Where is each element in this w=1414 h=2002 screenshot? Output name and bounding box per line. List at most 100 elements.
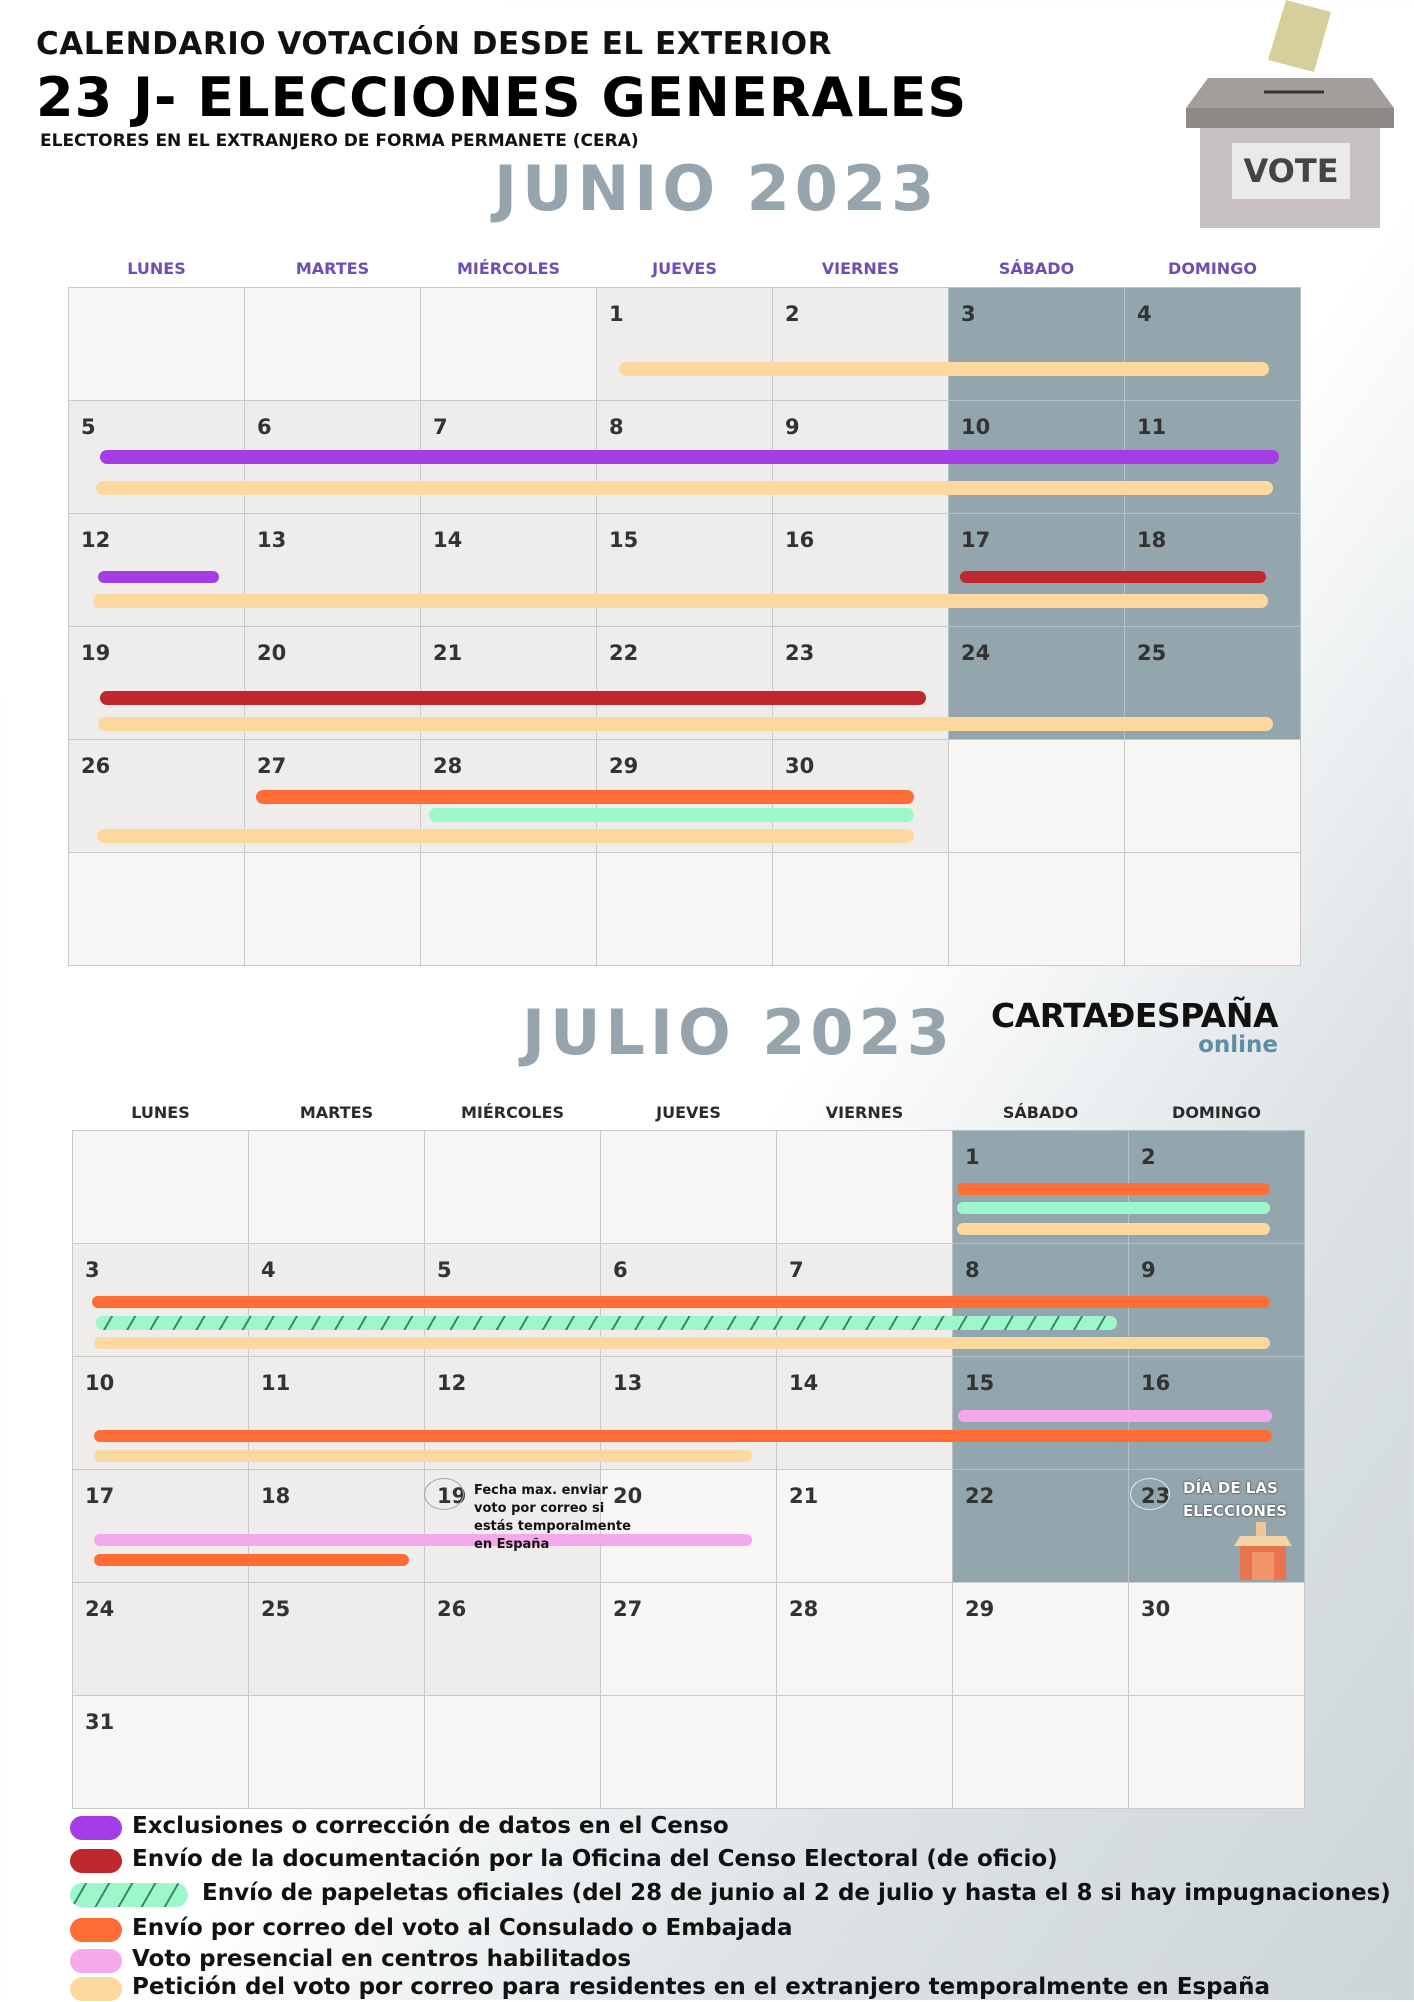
june-day-4: 4 [1124,287,1301,401]
july-day-22: 22 [952,1469,1129,1583]
june-empty-cell [948,852,1125,966]
july-day-26: 26 [424,1582,601,1696]
day-number: 9 [1141,1258,1156,1282]
july-empty-cell [776,1130,953,1244]
day-number: 23 [785,641,815,665]
day-number: 3 [961,302,976,326]
header-line1: CALENDARIO VOTACIÓN DESDE EL EXTERIOR [36,26,832,62]
deadline-note: Fecha max. enviar voto por correo si est… [474,1483,631,1552]
june-day-2: 2 [772,287,949,401]
june-title: JUNIO 2023 [494,152,940,225]
weekday-0: LUNES [127,259,186,278]
july-day-28: 28 [776,1582,953,1696]
day-number: 8 [965,1258,980,1282]
june-empty-cell [244,287,421,401]
day-number: 16 [785,528,815,552]
brand-sub: online [1198,1032,1278,1058]
header-title: 23 J- ELECCIONES GENERALES [36,66,968,129]
legend-text: Envío de la documentación por la Oficina… [132,1846,1058,1872]
day-number: 26 [81,754,111,778]
june-day-3: 3 [948,287,1125,401]
june-empty-cell [596,852,773,966]
legend-swatch [70,1849,122,1873]
weekday-6: DOMINGO [1168,259,1257,278]
july-day-25: 25 [248,1582,425,1696]
day-number: 18 [1137,528,1167,552]
day-number: 12 [81,528,111,552]
brand-logo: CARTAÐESPAÑA online [991,996,1279,1062]
day-number: 4 [261,1258,276,1282]
correo-consulado-bar [256,790,914,804]
july-title: JULIO 2023 [522,996,955,1069]
july-day-27: 27 [600,1582,777,1696]
day-number: 22 [965,1484,995,1508]
day-number: 5 [437,1258,452,1282]
day-number: 7 [789,1258,804,1282]
day-number: 24 [961,641,991,665]
ballot-box-icon: VOTE [1186,0,1396,230]
papeletas-hatched-bar [96,1316,1117,1330]
presencial-bar [958,1410,1272,1422]
documentacion-bar [960,571,1266,583]
day-number: 28 [433,754,463,778]
day-number: 11 [1137,415,1167,439]
day-number: 1 [609,302,624,326]
day-number: 5 [81,415,96,439]
june-empty-cell [420,852,597,966]
june-day-1: 1 [596,287,773,401]
legend-text: Envío de papeletas oficiales (del 28 de … [202,1880,1391,1906]
day-number: 3 [85,1258,100,1282]
july-empty-cell [600,1130,777,1244]
day-number: 22 [609,641,639,665]
day-number: 24 [85,1597,115,1621]
day-number: 8 [609,415,624,439]
july-empty-cell [424,1130,601,1244]
day-number: 1 [965,1145,980,1169]
day-number: 14 [789,1371,819,1395]
july-empty-cell [424,1695,601,1809]
exclusiones-bar [100,450,1279,464]
june-empty-cell [244,852,421,966]
correo-consulado-bar [957,1183,1270,1195]
day-number: 9 [785,415,800,439]
july-empty-cell [1128,1695,1305,1809]
weekday-2: MIÉRCOLES [456,259,561,278]
day-number: 31 [85,1710,115,1734]
july-empty-cell [248,1130,425,1244]
day-number: 2 [785,302,800,326]
july-day-21: 21 [776,1469,953,1583]
day-number: 13 [257,528,287,552]
peticion-bar [94,1450,752,1462]
correo-consulado-bar [92,1296,1270,1308]
peticion-bar [93,594,1268,608]
day-number: 11 [261,1371,291,1395]
july-empty-cell [248,1695,425,1809]
day-number: 29 [609,754,639,778]
day-number: 20 [613,1484,643,1508]
legend-swatch [70,1949,122,1973]
july-empty-cell [72,1130,249,1244]
weekday-4: VIERNES [821,259,900,278]
day-number: 30 [1141,1597,1171,1621]
presencial-bar [94,1534,752,1546]
legend-text: Envío por correo del voto al Consulado o… [132,1915,793,1941]
day-number: 14 [433,528,463,552]
documentacion-bar [100,691,926,705]
highlight-circle [1130,1478,1170,1510]
day-number: 21 [433,641,463,665]
day-number: 30 [785,754,815,778]
day-number: 15 [609,528,639,552]
weekday-2: MIÉRCOLES [460,1103,565,1122]
peticion-bar [94,1337,1270,1349]
july-day-29: 29 [952,1582,1129,1696]
correo-consulado-bar [94,1430,1272,1442]
peticion-bar [619,362,1269,376]
day-number: 20 [257,641,287,665]
day-number: 10 [961,415,991,439]
june-day-18: 18 [1124,513,1301,627]
legend-text: Voto presencial en centros habilitados [132,1946,632,1972]
legend-text: Exclusiones o corrección de datos en el … [132,1813,729,1839]
legend-swatch [70,1977,122,2001]
day-number: 2 [1141,1145,1156,1169]
header-subtitle: ELECTORES EN EL EXTRANJERO DE FORMA PERM… [40,131,639,151]
